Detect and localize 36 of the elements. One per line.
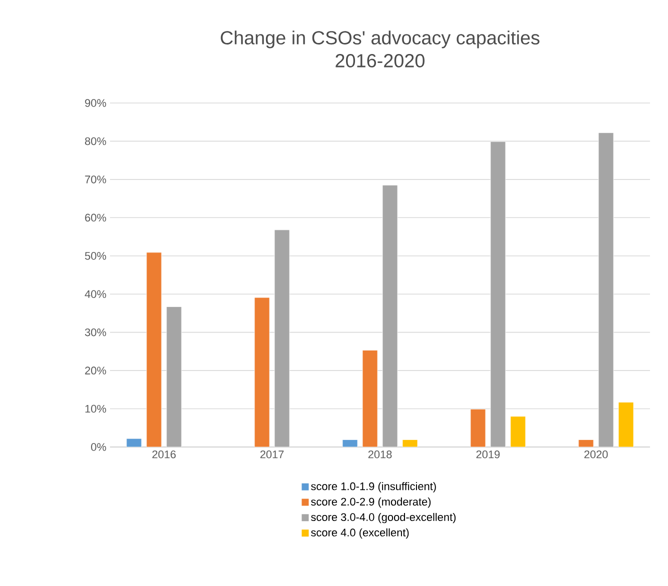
chart-title: Change in CSOs' advocacy capacities [220, 30, 540, 48]
bar [490, 141, 506, 447]
bar [342, 440, 358, 447]
bar [510, 416, 526, 447]
x-tick-label: 2020 [584, 450, 608, 458]
legend-label: score 3.0-4.0 (good-excellent) [311, 512, 456, 524]
y-tick-label: 70% [85, 176, 106, 184]
y-tick-label: 0% [91, 443, 106, 451]
bar [382, 184, 398, 447]
chart-subtitle: 2016-2020 [336, 54, 424, 68]
legend-label: score 1.0-1.9 (insufficient) [311, 482, 436, 492]
bar [578, 440, 594, 447]
y-tick-label: 20% [85, 366, 106, 374]
bar [166, 306, 182, 447]
legend-label: score 4.0 (excellent) [311, 528, 409, 539]
bar [618, 402, 634, 447]
x-tick-label: 2018 [368, 450, 392, 458]
bar [598, 132, 614, 447]
y-tick-label: 40% [84, 290, 106, 298]
y-tick-label: 90% [85, 99, 106, 107]
bar [126, 438, 142, 447]
x-tick-label: 2016 [152, 450, 176, 458]
y-tick-label: 10% [85, 404, 106, 413]
legend-label: score 2.0-2.9 (moderate) [311, 498, 431, 508]
y-tick-label: 30% [84, 328, 106, 336]
y-tick-label: 50% [84, 252, 106, 260]
x-tick-label: 2019 [476, 450, 500, 458]
bar [402, 440, 418, 447]
y-tick-label: 60% [85, 214, 106, 222]
bar [362, 350, 378, 447]
bar [146, 252, 162, 447]
bar [254, 297, 270, 447]
x-tick-label: 2017 [260, 450, 284, 458]
bar [274, 230, 290, 447]
y-tick-label: 80% [85, 137, 106, 146]
bar [470, 408, 486, 447]
